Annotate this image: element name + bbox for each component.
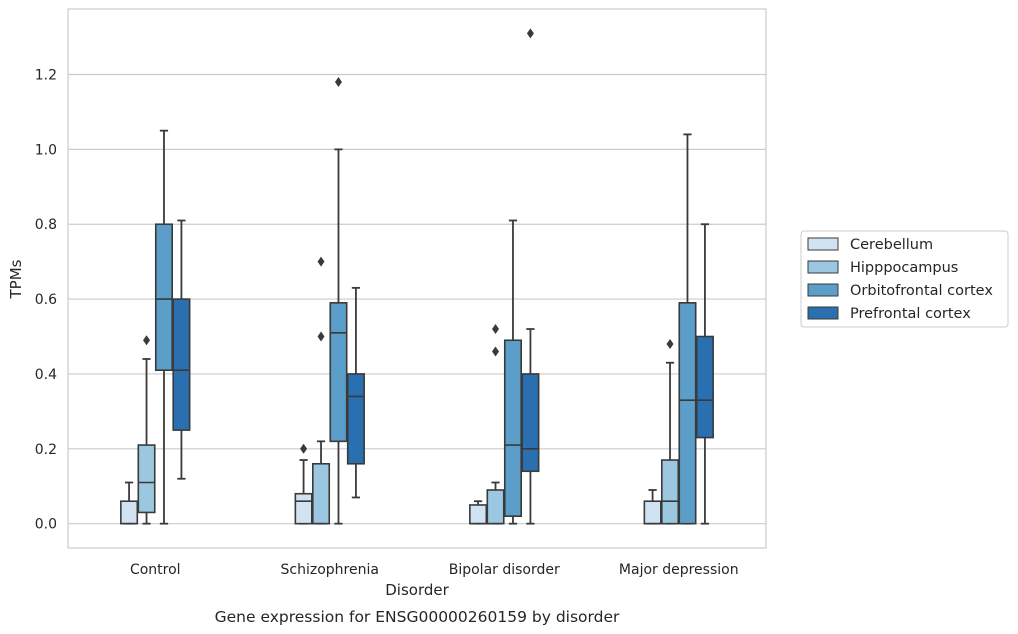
- box-0-0: [120, 481, 139, 525]
- outlier-point: [317, 331, 325, 342]
- box-0-3: [172, 219, 191, 480]
- outlier-point: [300, 443, 308, 454]
- x-tick-label: Bipolar disorder: [449, 562, 560, 578]
- legend-swatch: [807, 306, 839, 320]
- box-body: [346, 373, 365, 465]
- box-0-2: [154, 129, 174, 525]
- x-tick-label: Schizophrenia: [281, 562, 379, 578]
- box-body: [521, 373, 540, 473]
- box-body: [172, 298, 191, 431]
- box-3-0: [643, 489, 662, 525]
- outlier-point: [526, 28, 534, 39]
- outlier-point: [334, 76, 342, 87]
- legend-swatch: [807, 283, 839, 297]
- legend-item: Cerebellum: [807, 237, 933, 253]
- y-tick-label: 0.4: [35, 367, 57, 383]
- box-1-0: [294, 443, 313, 525]
- outlier-point: [492, 324, 500, 335]
- box-2-2: [503, 219, 523, 525]
- legend-label: Hipppocampus: [850, 260, 958, 276]
- y-tick-label: 0.2: [35, 442, 57, 458]
- box-3-3: [695, 223, 714, 525]
- outlier-point: [666, 339, 674, 350]
- box-2-0: [469, 500, 488, 525]
- box-1-3: [346, 286, 365, 499]
- y-tick-label: 1.2: [35, 68, 57, 84]
- box-2-1: [486, 324, 505, 525]
- box-body: [120, 500, 139, 525]
- box-body: [643, 500, 662, 525]
- x-axis-title: Disorder: [385, 581, 449, 599]
- box-body: [678, 302, 697, 525]
- box-body: [294, 492, 313, 525]
- box-body: [503, 339, 523, 517]
- legend-label: Cerebellum: [850, 237, 933, 253]
- legend-item: Prefrontal cortex: [807, 306, 971, 322]
- legend-label: Orbitofrontal cortex: [850, 283, 993, 299]
- box-body: [311, 462, 331, 525]
- box-2-3: [521, 28, 540, 525]
- box-1-1: [311, 256, 331, 525]
- legend-item: Orbitofrontal cortex: [807, 283, 993, 299]
- box-body: [660, 459, 680, 525]
- box-3-1: [660, 339, 680, 525]
- box-0-1: [137, 335, 156, 525]
- y-tick-label: 0.0: [35, 517, 57, 533]
- legend-label: Prefrontal cortex: [850, 306, 971, 322]
- outlier-point: [317, 256, 325, 267]
- legend-swatch: [807, 260, 839, 274]
- box-3-2: [678, 133, 697, 525]
- box-body: [695, 335, 714, 439]
- y-tick-label: 0.8: [35, 217, 57, 233]
- y-tick-label: 0.6: [35, 292, 57, 308]
- boxes-layer: [120, 28, 714, 525]
- x-tick-label: Major depression: [619, 562, 739, 578]
- box-body: [469, 504, 488, 525]
- x-axis-ticks: Control Schizophrenia Bipolar disorder Majo…: [130, 562, 739, 578]
- legend-swatch: [807, 237, 839, 251]
- box-1-2: [329, 76, 348, 525]
- legend-item: Hipppocampus: [807, 260, 958, 276]
- legend-frame: [800, 230, 1009, 328]
- x-tick-label: Control: [130, 562, 181, 578]
- box-body: [137, 444, 156, 514]
- box-body: [486, 489, 505, 525]
- outlier-point: [143, 335, 151, 346]
- y-axis-title: TPMs: [7, 259, 25, 299]
- box-body: [329, 302, 348, 443]
- y-axis-ticks: 0.0 0.2 0.4 0.6 0.8 1.0 1.2: [35, 68, 57, 533]
- legend: Cerebellum Hipppocampus Orbitofrontal cort…: [800, 230, 1009, 328]
- box-body: [154, 223, 174, 372]
- y-tick-label: 1.0: [35, 142, 57, 158]
- plot-area-frame: [67, 8, 767, 549]
- outlier-point: [492, 346, 500, 357]
- chart-caption: Gene expression for ENSG00000260159 by d…: [215, 608, 620, 626]
